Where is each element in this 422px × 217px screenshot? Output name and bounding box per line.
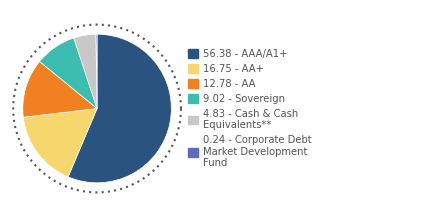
Legend: 56.38 - AAA/A1+, 16.75 - AA+, 12.78 - AA, 9.02 - Sovereign, 4.83 - Cash & Cash
E: 56.38 - AAA/A1+, 16.75 - AA+, 12.78 - AA…: [188, 49, 311, 168]
Wedge shape: [96, 34, 97, 108]
Wedge shape: [23, 108, 97, 177]
Wedge shape: [68, 34, 171, 183]
Wedge shape: [23, 61, 97, 117]
Wedge shape: [40, 38, 97, 108]
Wedge shape: [74, 34, 97, 108]
